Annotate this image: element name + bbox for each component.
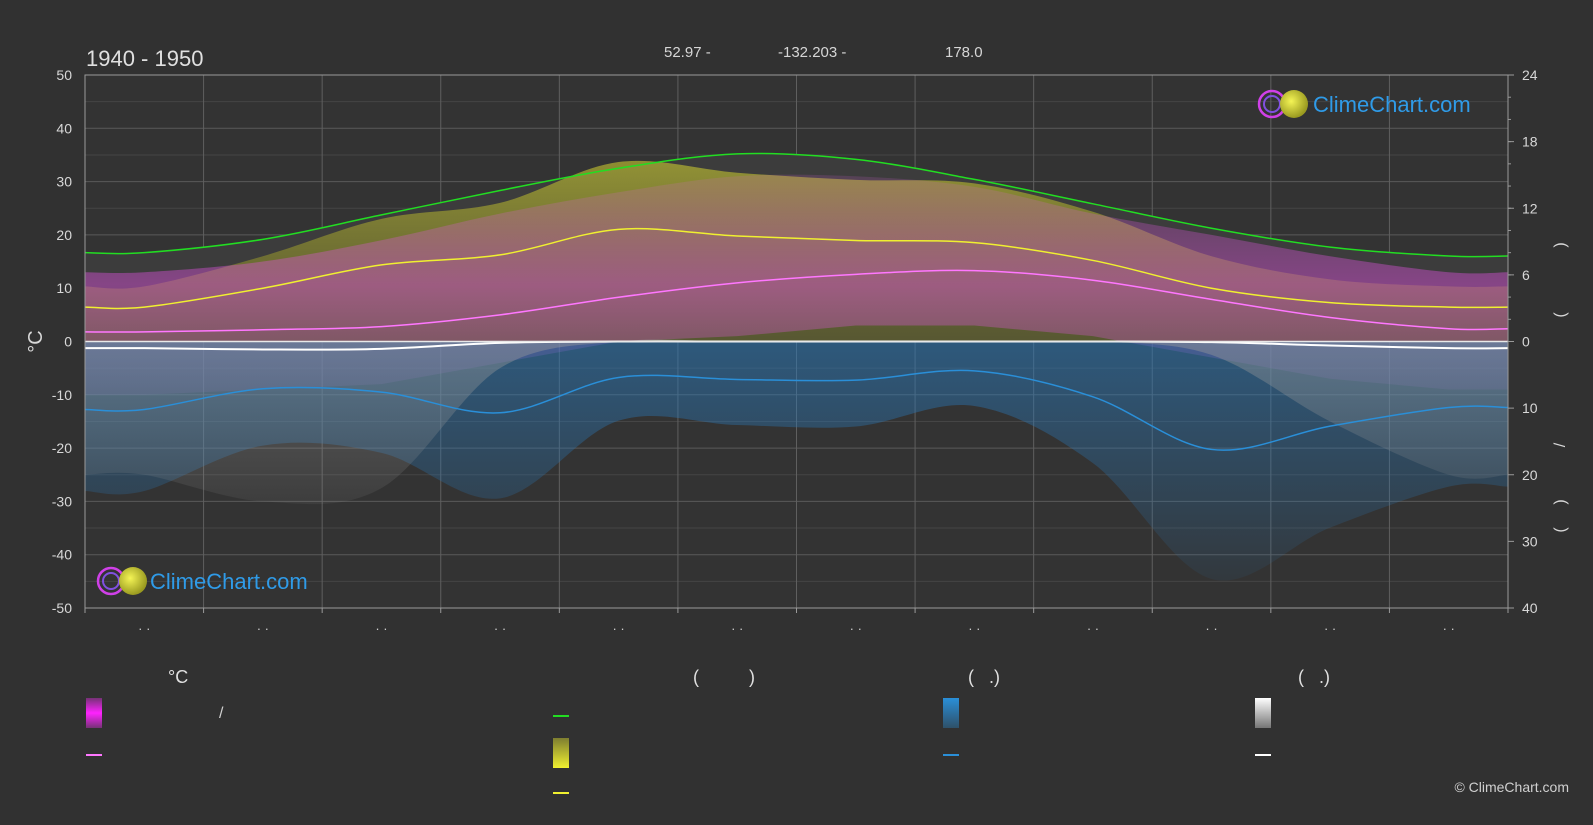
x-tick-label: · ·: [257, 621, 269, 636]
right-axis-glyph: /: [1552, 442, 1569, 447]
left-tick-label: 30: [56, 174, 72, 190]
copyright-text: © ClimeChart.com: [1454, 779, 1569, 795]
x-tick-label: · ·: [612, 621, 624, 636]
x-tick-label: · ·: [1205, 621, 1217, 636]
legend-snow-line-swatch: [1255, 754, 1271, 756]
left-tick-label: 10: [56, 280, 72, 296]
left-tick-label: 20: [56, 227, 72, 243]
left-tick-label: -40: [52, 547, 72, 563]
x-tick-label: · ·: [1443, 621, 1455, 636]
right-axis-glyph: (: [1552, 312, 1569, 318]
right-top-tick-label: 6: [1522, 267, 1530, 283]
left-tick-label: -50: [52, 600, 72, 616]
legend-snow-swatch: [1255, 698, 1271, 728]
left-tick-label: 0: [64, 334, 72, 350]
x-tick-label: · ·: [1087, 621, 1099, 636]
logo-text: ClimeChart.com: [1313, 92, 1471, 117]
right-top-tick-label: 18: [1522, 134, 1538, 150]
right-bottom-tick-label: 40: [1522, 600, 1538, 616]
legend-temp-header: °C: [168, 667, 189, 687]
right-bottom-tick-label: 30: [1522, 533, 1538, 549]
legend-sun-header: ( ): [693, 667, 755, 687]
left-tick-label: -20: [52, 440, 72, 456]
legend-snow-header: ( .): [1298, 667, 1330, 687]
left-tick-label: -30: [52, 493, 72, 509]
x-tick-label: · ·: [494, 621, 506, 636]
right-axis-glyph: ): [1552, 242, 1569, 247]
legend-rain-swatch: [943, 698, 959, 728]
right-top-tick-label: 12: [1522, 200, 1538, 216]
legend-temp-mean-swatch: [86, 754, 102, 756]
right-axis-glyph: ): [1552, 499, 1569, 504]
legend-sunshine-swatch: [553, 738, 569, 768]
x-tick-label: · ·: [731, 621, 743, 636]
logo-sun-icon: [119, 567, 147, 595]
legend-rain-header: ( .): [968, 667, 1000, 687]
logo-text: ClimeChart.com: [150, 569, 308, 594]
right-bottom-tick-label: 20: [1522, 467, 1538, 483]
longitude-text: -132.203 -: [778, 44, 847, 61]
logo-bottom-left: ClimeChart.com: [96, 566, 308, 596]
legend-sunshine-line-swatch: [553, 792, 569, 794]
temperature-range-band: [85, 174, 1508, 395]
x-tick-label: · ·: [968, 621, 980, 636]
left-tick-label: 50: [56, 67, 72, 83]
x-tick-label: · ·: [375, 621, 387, 636]
left-axis-label: °C: [25, 330, 47, 352]
left-tick-label: -10: [52, 387, 72, 403]
latitude-text: 52.97 -: [664, 44, 711, 61]
snow-area: [85, 339, 1508, 505]
legend-slash: /: [219, 705, 224, 722]
right-top-tick-label: 24: [1522, 67, 1538, 83]
right-axis-glyph: (: [1552, 527, 1569, 533]
x-tick-label: · ·: [1324, 621, 1336, 636]
legend-rain-line-swatch: [943, 754, 959, 756]
x-tick-label: · ·: [850, 621, 862, 636]
rain-line: [85, 369, 1508, 451]
logo-sun-icon: [1280, 90, 1308, 118]
daylight-line: [85, 152, 1508, 258]
period-title: 1940 - 1950: [86, 46, 204, 71]
temperature-mean-line: [85, 269, 1508, 333]
left-tick-label: 40: [56, 120, 72, 136]
elevation-text: 178.0: [945, 44, 983, 61]
sunshine-line: [85, 227, 1508, 310]
legend-daylight-swatch: [553, 715, 569, 717]
right-top-tick-label: 0: [1522, 334, 1530, 350]
right-bottom-tick-label: 10: [1522, 400, 1538, 416]
legend-temp-range-swatch: [86, 698, 102, 728]
x-tick-label: · ·: [138, 621, 150, 636]
logo-top-right: ClimeChart.com: [1257, 89, 1471, 119]
